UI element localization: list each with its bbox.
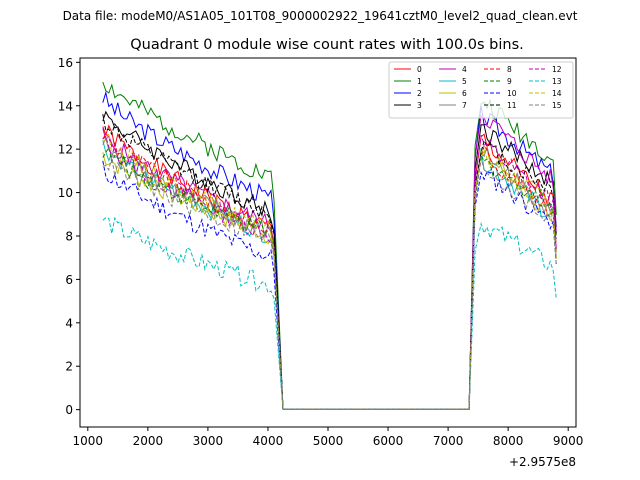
y-tick-label: 16 xyxy=(58,56,73,70)
legend-label-12: 12 xyxy=(552,65,562,74)
x-tick-label: 9000 xyxy=(553,434,584,448)
legend-label-11: 11 xyxy=(507,101,517,110)
y-axis: 0 2 4 6 8 10 12 14 16 xyxy=(58,56,80,417)
y-tick-label: 0 xyxy=(65,403,73,417)
x-offset-label: +2.9575e8 xyxy=(509,455,576,469)
y-tick-label: 10 xyxy=(58,186,73,200)
series-line-2 xyxy=(102,90,557,410)
legend-label-6: 6 xyxy=(462,89,467,98)
series-line-13 xyxy=(102,216,557,410)
legend-label-10: 10 xyxy=(507,89,517,98)
legend-label-1: 1 xyxy=(417,77,422,86)
x-tick-label: 7000 xyxy=(433,434,464,448)
series-line-10 xyxy=(102,160,557,410)
series-line-1 xyxy=(102,81,557,410)
y-tick-label: 8 xyxy=(65,229,73,243)
legend-label-14: 14 xyxy=(552,89,562,98)
legend-label-0: 0 xyxy=(417,65,422,74)
legend-label-4: 4 xyxy=(462,65,467,74)
series-layer xyxy=(102,81,557,410)
x-tick-label: 8000 xyxy=(493,434,524,448)
legend-label-8: 8 xyxy=(507,65,512,74)
x-tick-label: 3000 xyxy=(193,434,224,448)
chart-title: Quadrant 0 module wise count rates with … xyxy=(130,37,524,53)
x-tick-label: 4000 xyxy=(253,434,284,448)
chart-suptitle: Data file: modeM0/AS1A05_101T08_90000029… xyxy=(63,9,578,23)
legend-frame xyxy=(388,61,574,119)
series-line-7 xyxy=(102,136,557,410)
series-line-14 xyxy=(102,131,557,410)
legend-label-5: 5 xyxy=(462,77,467,86)
legend-label-3: 3 xyxy=(417,101,422,110)
series-line-15 xyxy=(102,156,557,410)
legend-label-2: 2 xyxy=(417,89,422,98)
x-tick-label: 5000 xyxy=(313,434,344,448)
x-axis: 1000 2000 3000 4000 5000 6000 7000 8000 9000 xyxy=(73,427,584,448)
x-tick-label: 6000 xyxy=(373,434,404,448)
y-tick-label: 12 xyxy=(58,143,73,157)
series-line-8 xyxy=(102,132,557,410)
y-tick-label: 4 xyxy=(65,316,73,330)
x-tick-label: 2000 xyxy=(133,434,164,448)
series-line-11 xyxy=(102,114,557,410)
y-tick-label: 2 xyxy=(65,360,73,374)
x-tick-label: 1000 xyxy=(73,434,104,448)
legend-label-13: 13 xyxy=(552,77,562,86)
y-tick-label: 14 xyxy=(58,99,73,113)
legend-label-15: 15 xyxy=(552,101,562,110)
series-line-12 xyxy=(102,134,557,410)
legend-label-9: 9 xyxy=(507,77,512,86)
legend-label-7: 7 xyxy=(462,101,467,110)
y-tick-label: 6 xyxy=(65,273,73,287)
series-line-5 xyxy=(102,140,557,410)
